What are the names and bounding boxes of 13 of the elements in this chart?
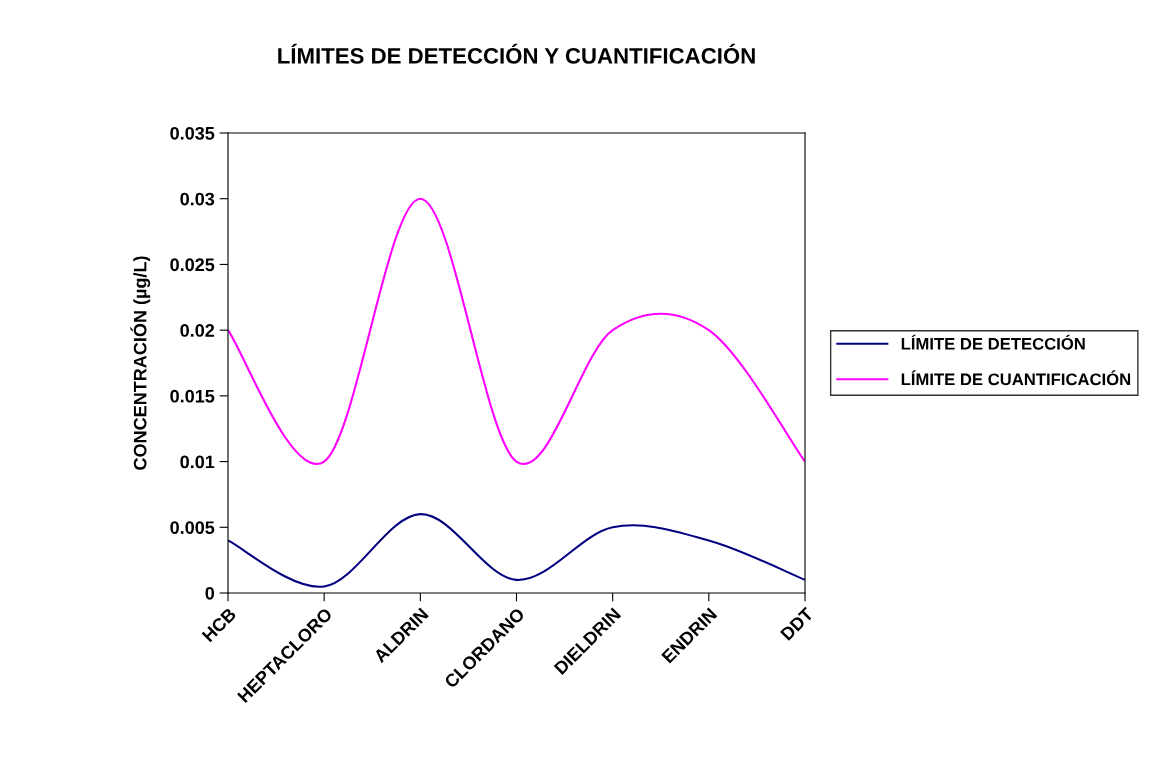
line-series xyxy=(228,513,805,588)
legend-label: LÍMITE DE DETECCIÓN xyxy=(901,334,1085,350)
y-tick-label: 0.005 xyxy=(170,521,215,535)
legend-label: LÍMITE DE CUANTIFICACIÓN xyxy=(901,370,1131,386)
y-tick-label: 0.025 xyxy=(170,258,215,272)
y-tick-label: 0 xyxy=(205,586,215,600)
y-axis-title: CONCENTRACIÓN (µg/L) xyxy=(130,256,151,470)
y-tick-label: 0.02 xyxy=(180,324,215,337)
y-tick-label: 0.015 xyxy=(170,389,215,403)
y-tick-label: 0.03 xyxy=(180,192,215,206)
y-tick-label: 0.01 xyxy=(180,455,215,469)
chart-title: LÍMITES DE DETECCIÓN Y CUANTIFICACIÓN xyxy=(278,43,755,64)
y-tick-label: 0.035 xyxy=(170,126,215,140)
